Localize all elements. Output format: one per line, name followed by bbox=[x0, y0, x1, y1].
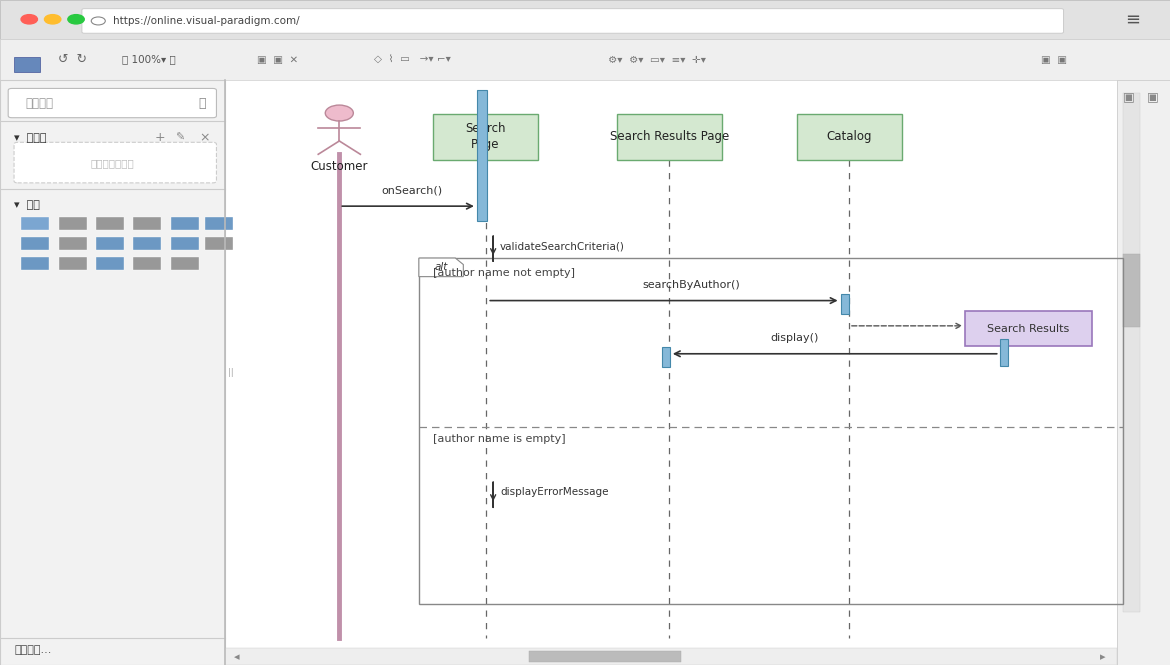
Text: ×: × bbox=[199, 131, 209, 144]
Text: ⌕: ⌕ bbox=[199, 96, 206, 110]
Text: ▾  顺序: ▾ 顺序 bbox=[14, 200, 40, 210]
Bar bbox=[133, 257, 161, 270]
FancyBboxPatch shape bbox=[14, 142, 216, 183]
Text: 更多图形...: 更多图形... bbox=[14, 645, 51, 656]
Bar bbox=[965, 311, 1092, 346]
Bar bbox=[96, 257, 124, 270]
Bar bbox=[58, 257, 87, 270]
Text: [author name not empty]: [author name not empty] bbox=[433, 267, 574, 278]
Bar bbox=[1123, 93, 1140, 612]
Text: ✎: ✎ bbox=[176, 132, 185, 143]
Bar bbox=[171, 217, 199, 230]
Bar bbox=[21, 237, 49, 250]
Bar bbox=[0, 80, 225, 665]
Text: Search
Page: Search Page bbox=[466, 122, 505, 152]
Text: ▾  便笺本: ▾ 便笺本 bbox=[14, 132, 47, 143]
Bar bbox=[0, 0, 1170, 39]
Text: Search Results: Search Results bbox=[987, 323, 1069, 334]
Text: ▣: ▣ bbox=[1123, 90, 1135, 104]
Bar bbox=[529, 651, 681, 662]
Bar bbox=[21, 217, 49, 230]
Circle shape bbox=[68, 15, 84, 24]
Bar bbox=[0, 39, 1170, 80]
Text: ↺  ↻: ↺ ↻ bbox=[58, 53, 88, 66]
Polygon shape bbox=[419, 258, 463, 277]
Bar bbox=[661, 347, 670, 367]
Text: ◇  ⌇  ▭   →▾ ⌐▾: ◇ ⌇ ▭ →▾ ⌐▾ bbox=[374, 55, 452, 65]
Text: ▸: ▸ bbox=[1100, 652, 1106, 662]
Text: ▣: ▣ bbox=[1147, 90, 1158, 104]
Text: Customer: Customer bbox=[310, 160, 369, 173]
Bar bbox=[133, 237, 161, 250]
Bar bbox=[840, 294, 849, 314]
Bar bbox=[171, 237, 199, 250]
Text: ▣  ▣: ▣ ▣ bbox=[1041, 55, 1067, 65]
Text: searchByAuthor(): searchByAuthor() bbox=[642, 280, 739, 290]
Text: 把元件拖到这里: 把元件拖到这里 bbox=[90, 158, 135, 168]
Bar bbox=[225, 648, 1117, 665]
FancyBboxPatch shape bbox=[82, 9, 1064, 33]
Bar bbox=[58, 237, 87, 250]
Text: 🔍 100%▾ 🔍: 🔍 100%▾ 🔍 bbox=[122, 55, 176, 65]
Text: ≡: ≡ bbox=[1126, 10, 1140, 29]
Bar bbox=[477, 90, 487, 221]
Bar bbox=[96, 217, 124, 230]
Circle shape bbox=[21, 15, 37, 24]
Text: Catalog: Catalog bbox=[827, 130, 872, 144]
Bar bbox=[58, 217, 87, 230]
Bar bbox=[205, 237, 233, 250]
Bar bbox=[1117, 80, 1170, 665]
Bar bbox=[21, 257, 49, 270]
Text: 搜寻图形: 搜寻图形 bbox=[26, 96, 54, 110]
Bar bbox=[433, 114, 538, 160]
FancyBboxPatch shape bbox=[8, 88, 216, 118]
Text: ||: || bbox=[228, 368, 234, 377]
Text: displayErrorMessage: displayErrorMessage bbox=[501, 487, 608, 497]
Circle shape bbox=[325, 105, 353, 121]
Text: ⚙▾  ⚙▾  ▭▾  ≡▾  ✛▾: ⚙▾ ⚙▾ ▭▾ ≡▾ ✛▾ bbox=[608, 55, 707, 65]
Text: https://online.visual-paradigm.com/: https://online.visual-paradigm.com/ bbox=[113, 16, 301, 26]
Bar bbox=[171, 257, 199, 270]
Bar bbox=[797, 114, 902, 160]
Text: alt: alt bbox=[434, 262, 448, 273]
Text: ◂: ◂ bbox=[234, 652, 240, 662]
Text: Search Results Page: Search Results Page bbox=[610, 130, 729, 144]
Text: [author name is empty]: [author name is empty] bbox=[433, 434, 565, 444]
Text: +: + bbox=[154, 131, 165, 144]
Bar bbox=[999, 339, 1009, 366]
Bar bbox=[617, 114, 722, 160]
Bar bbox=[133, 217, 161, 230]
Text: ▣  ▣  ✕: ▣ ▣ ✕ bbox=[257, 55, 298, 65]
Text: display(): display() bbox=[770, 333, 819, 343]
Bar bbox=[1123, 254, 1140, 327]
Bar bbox=[14, 57, 40, 72]
Bar bbox=[225, 80, 1117, 665]
Text: validateSearchCriteria(): validateSearchCriteria() bbox=[501, 241, 625, 251]
Circle shape bbox=[44, 15, 61, 24]
Bar bbox=[419, 258, 1123, 604]
Text: onSearch(): onSearch() bbox=[381, 186, 443, 196]
Bar bbox=[205, 217, 233, 230]
Bar bbox=[96, 237, 124, 250]
